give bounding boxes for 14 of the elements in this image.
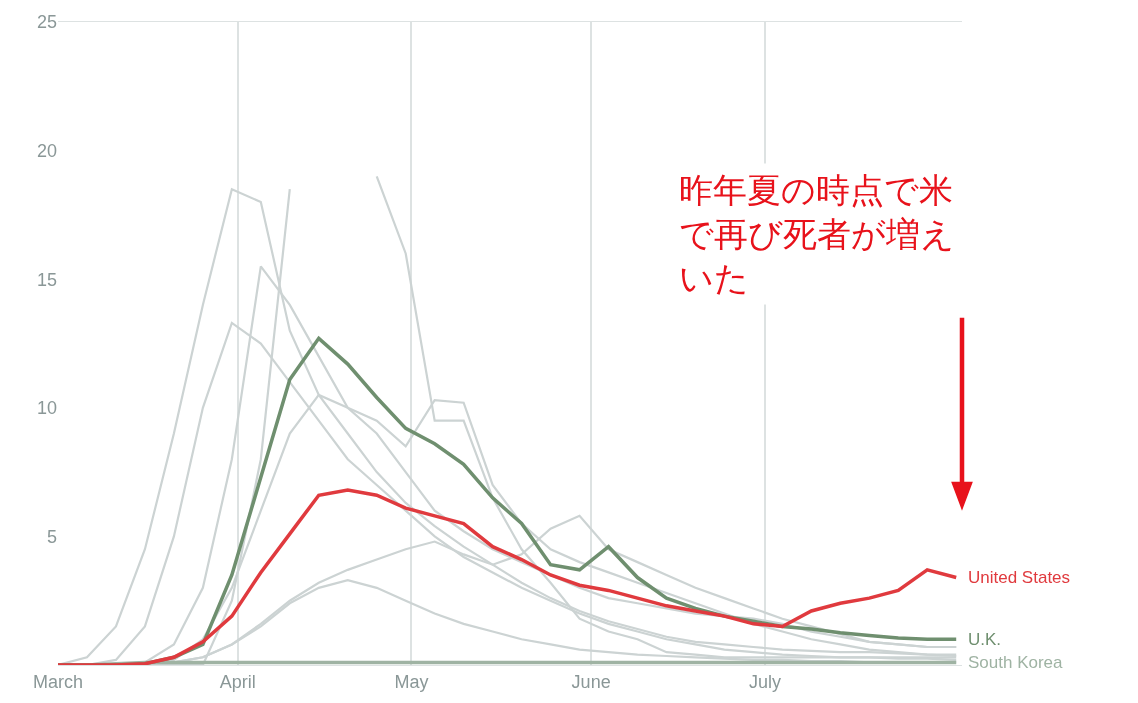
- y-tick-label: 5: [46, 526, 57, 547]
- x-tick-label: June: [571, 671, 611, 692]
- y-tick-label: 15: [36, 269, 57, 290]
- x-tick-label: April: [219, 671, 256, 692]
- series-label: South Korea: [968, 653, 1064, 672]
- series-label: United States: [968, 568, 1071, 587]
- x-tick-label: March: [32, 671, 84, 692]
- x-tick-label: May: [394, 671, 429, 692]
- annotation: 昨年夏の時点で米で再び死者が増えいた: [679, 170, 955, 299]
- x-tick-label: July: [748, 671, 781, 692]
- y-tick-label: 10: [36, 398, 57, 419]
- y-tick-label: 25: [36, 12, 57, 33]
- y-tick-label: 20: [36, 140, 57, 161]
- series-label: U.K.: [968, 630, 1002, 649]
